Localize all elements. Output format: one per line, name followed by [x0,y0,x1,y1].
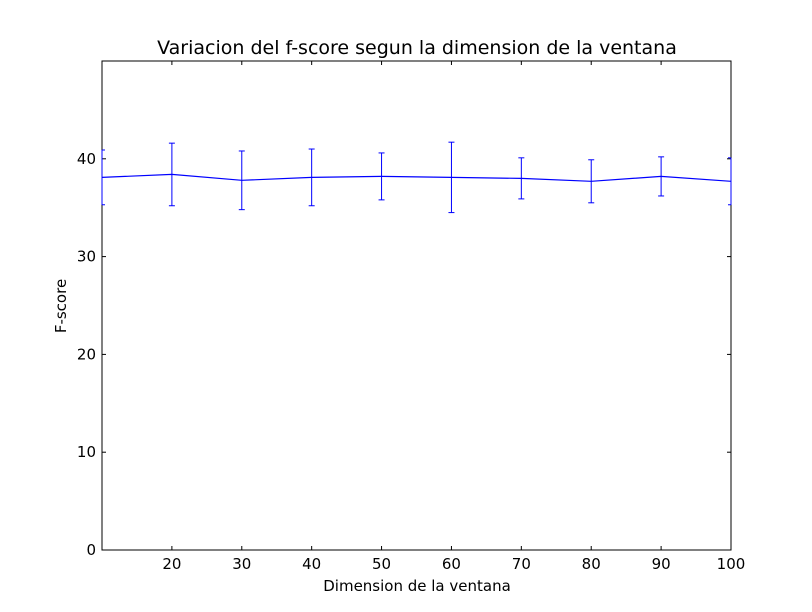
x-tick-label: 30 [232,555,251,573]
series-line [101,173,732,182]
ticks-layer: 20 30 40 50 60 70 80 90 100 0 10 20 30 40 [77,61,745,573]
x-tick-label: 50 [372,555,391,573]
y-tick-label: 30 [77,248,96,266]
x-tick-label: 80 [582,555,601,573]
y-tick-label: 10 [77,443,96,461]
x-tick-label: 20 [162,555,181,573]
plot-area [101,60,732,551]
x-tick-label: 70 [512,555,531,573]
x-tick-label: 60 [442,555,461,573]
x-tick-label: 90 [652,555,671,573]
x-tick-label: 100 [717,555,746,573]
chart-title: Variacion del f-score segun la dimension… [157,37,677,59]
y-axis-label: F-score [52,279,70,333]
y-tick-label: 0 [86,541,96,559]
series-layer [101,141,732,214]
y-tick-label: 40 [77,150,96,168]
y-tick-label: 20 [77,345,96,363]
x-axis-label: Dimension de la ventana [323,577,511,595]
x-tick-label: 40 [302,555,321,573]
